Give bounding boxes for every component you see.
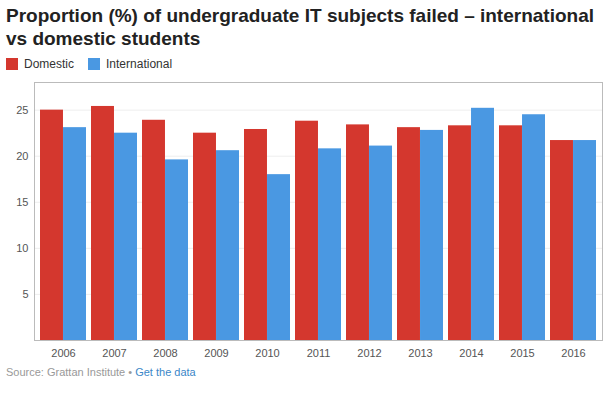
html-text:Proportion (%) of undergraduat: Proportion (%) of undergraduate IT subje… bbox=[6, 5, 594, 49]
html-text:Source: Grattan Institute • Ge: Source: Grattan Institute • Get the data bbox=[6, 366, 196, 378]
svg-text:2006: 2006 bbox=[51, 347, 75, 359]
svg-text:20: 20 bbox=[16, 150, 28, 162]
svg-text:15: 15 bbox=[16, 196, 28, 208]
svg-text:2010: 2010 bbox=[255, 347, 279, 359]
svg-text:5: 5 bbox=[22, 288, 28, 300]
svg-text:2014: 2014 bbox=[459, 347, 483, 359]
svg-text:2009: 2009 bbox=[204, 347, 228, 359]
html-text:International: International bbox=[106, 57, 173, 71]
svg-text:2016: 2016 bbox=[561, 347, 585, 359]
svg-text:2011: 2011 bbox=[307, 347, 331, 359]
svg-text:2007: 2007 bbox=[102, 347, 126, 359]
html-text:Domestic: Domestic bbox=[24, 57, 74, 71]
svg-text:2015: 2015 bbox=[510, 347, 534, 359]
svg-text:2013: 2013 bbox=[408, 347, 432, 359]
svg-text:25: 25 bbox=[16, 104, 28, 116]
svg-text:10: 10 bbox=[16, 242, 28, 254]
svg-text:2008: 2008 bbox=[153, 347, 177, 359]
svg-text:2012: 2012 bbox=[357, 347, 381, 359]
